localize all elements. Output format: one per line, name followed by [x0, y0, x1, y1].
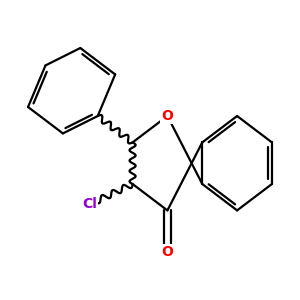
Text: O: O — [161, 109, 173, 123]
Text: Cl: Cl — [82, 197, 97, 211]
Text: O: O — [161, 245, 173, 259]
